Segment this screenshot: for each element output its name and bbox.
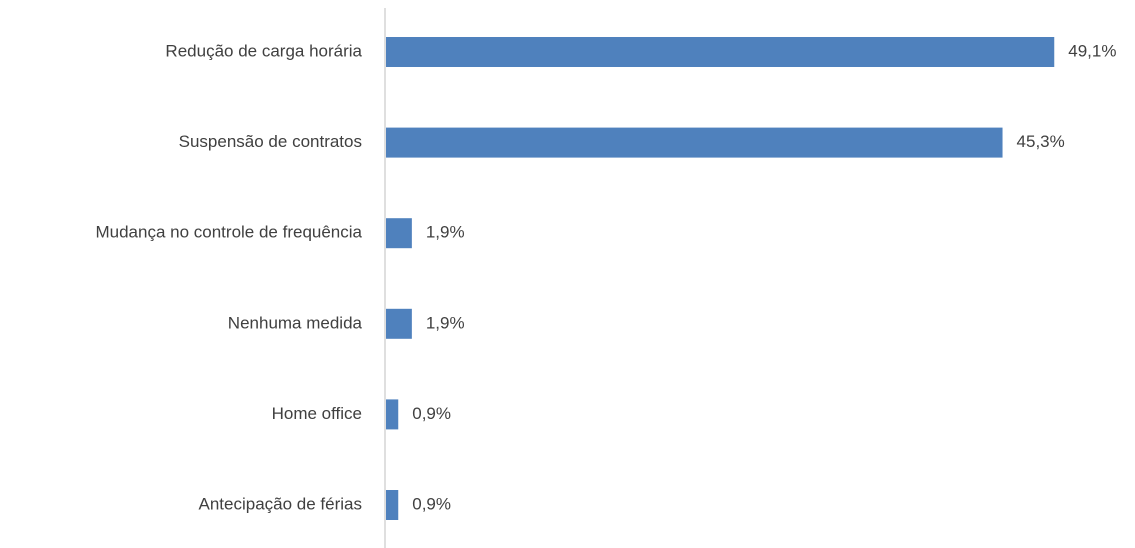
value-label: 1,9% [426, 313, 465, 332]
value-label: 45,3% [1017, 132, 1065, 151]
category-label: Nenhuma medida [228, 313, 363, 332]
bar [386, 490, 399, 520]
category-label: Home office [272, 404, 362, 423]
bar [386, 308, 412, 339]
bar [386, 127, 1003, 158]
category-label: Redução de carga horária [165, 41, 362, 60]
value-label: 0,9% [412, 404, 451, 423]
category-label: Antecipação de férias [199, 494, 363, 513]
value-label: 1,9% [426, 223, 465, 242]
category-label: Mudança no controle de frequência [95, 223, 362, 242]
bar [386, 37, 1055, 67]
value-label: 0,9% [412, 494, 451, 513]
value-label: 49,1% [1068, 41, 1116, 60]
bar [386, 399, 399, 430]
category-label: Suspensão de contratos [179, 132, 362, 151]
bar [386, 218, 412, 249]
